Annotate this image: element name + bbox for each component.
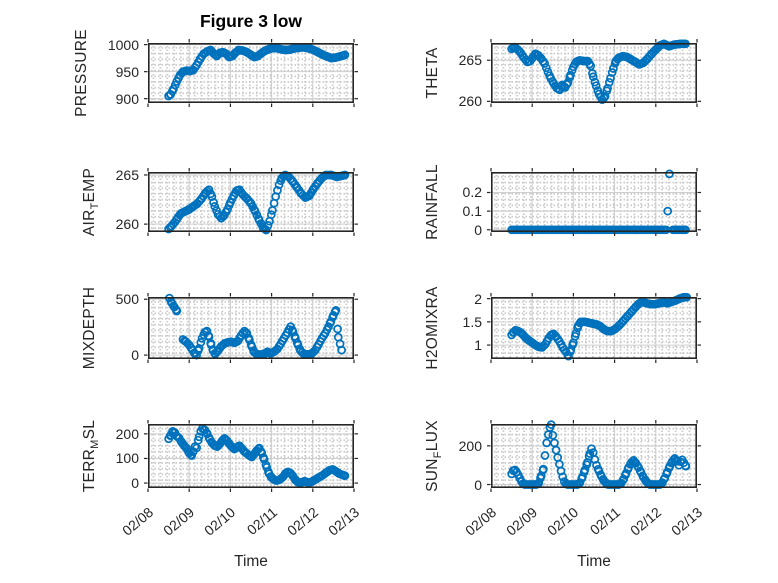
terr-msl-xtick-label: 02/11 [243, 503, 280, 538]
sun-flux-ytick-label: 200 [458, 437, 482, 454]
mixdepth-y-axis-label: MIXDEPTH [81, 286, 98, 370]
figure-title: Figure 3 low [199, 11, 303, 31]
theta-plot-area [487, 39, 701, 107]
sun-flux-y-axis-label: SUNFLUX [424, 420, 445, 492]
air-temp-ytick-label: 260 [115, 216, 139, 233]
terr-msl-ytick-label: 0 [131, 475, 139, 492]
mixdepth-ytick-label: 500 [115, 291, 139, 308]
x-axis-label-left: Time [234, 553, 268, 570]
sun-flux-xtick-label: 02/12 [626, 503, 664, 539]
pressure-ytick-label: 900 [115, 90, 139, 107]
theta-ytick-label: 260 [458, 93, 482, 110]
terr-msl-xtick-label: 02/08 [119, 503, 157, 539]
h2omixra-plot-area [487, 292, 701, 363]
h2omixra-y-axis-label: H2OMIXRA [424, 286, 441, 370]
sun-flux-ytick-label: 0 [474, 476, 482, 493]
x-axis-label-right: Time [577, 553, 611, 570]
sun-flux-plot-area [487, 420, 701, 492]
terr-msl-ytick-label: 100 [115, 450, 139, 467]
rainfall-y-axis-label: RAINFALL [424, 164, 441, 240]
air-temp-ytick-label: 265 [115, 166, 139, 183]
sun-flux-xtick-label: 02/09 [503, 503, 541, 539]
pressure-plot-area [144, 39, 358, 107]
subplot-mixdepth [144, 293, 358, 363]
rainfall-ytick-label: 0 [474, 221, 482, 238]
subplot-h2omixra [487, 292, 701, 363]
terr-msl-y-axis-label: TERRMSL [81, 419, 102, 493]
terr-msl-xtick-label: 02/12 [283, 503, 321, 539]
subplot-pressure [144, 39, 358, 107]
h2omixra-ytick-label: 2 [474, 290, 482, 307]
theta-y-axis-label: THETA [424, 47, 441, 99]
air-temp-y-axis-label: AIRTEMP [81, 167, 102, 237]
pressure-ytick-label: 1000 [107, 36, 139, 53]
theta-ytick-label: 265 [458, 52, 482, 69]
subplot-theta [487, 39, 701, 107]
pressure-y-axis-label: PRESSURE [73, 29, 90, 117]
pressure-ytick-label: 950 [115, 63, 139, 80]
rainfall-ytick-label: 0.1 [462, 203, 482, 220]
mixdepth-plot-area [144, 293, 358, 363]
h2omixra-ytick-label: 1 [474, 337, 482, 354]
sun-flux-xtick-label: 02/08 [462, 503, 500, 539]
h2omixra-ytick-label: 1.5 [462, 313, 482, 330]
terr-msl-xtick-label: 02/13 [325, 503, 363, 539]
subplot-air-temp [144, 168, 358, 236]
terr-msl-xtick-label: 02/09 [160, 503, 198, 539]
subplot-sun-flux [487, 420, 701, 492]
subplot-rainfall [487, 168, 701, 236]
sun-flux-xtick-label: 02/11 [586, 503, 623, 538]
air-temp-plot-area [144, 168, 358, 236]
subplot-terr-msl [144, 420, 358, 492]
terr-msl-ytick-label: 200 [115, 425, 139, 442]
sun-flux-xtick-label: 02/13 [668, 503, 706, 539]
mixdepth-ytick-label: 0 [131, 347, 139, 364]
terr-msl-plot-area [144, 420, 358, 492]
rainfall-plot-area [487, 168, 701, 236]
sun-flux-xtick-label: 02/10 [544, 503, 582, 539]
rainfall-ytick-label: 0.2 [462, 184, 482, 201]
terr-msl-xtick-label: 02/10 [201, 503, 239, 539]
